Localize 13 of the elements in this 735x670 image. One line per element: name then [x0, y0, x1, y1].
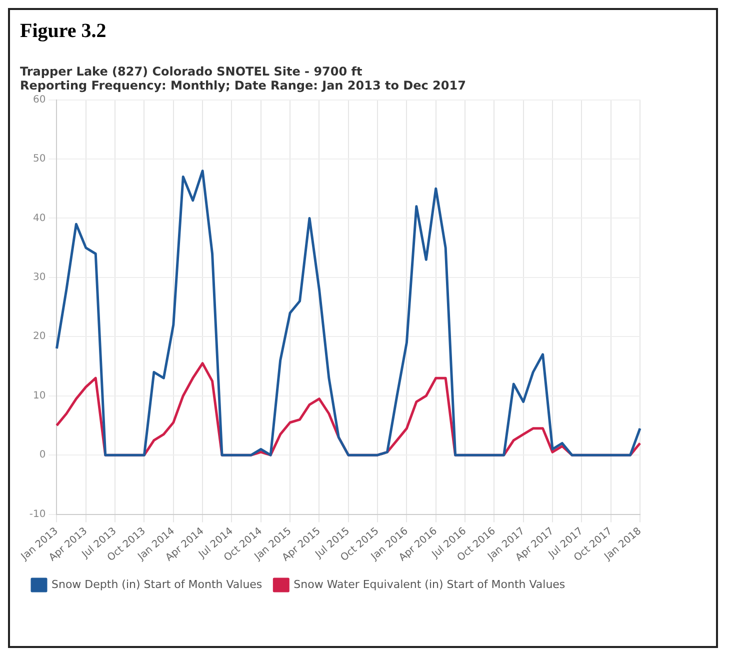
y-tick-label: 50 [33, 154, 46, 165]
legend-label: Snow Water Equivalent (in) Start of Month Values [294, 578, 566, 591]
chart-title: Trapper Lake (827) Colorado SNOTEL Site - 9700 ft [20, 64, 363, 78]
chart-subtitle: Reporting Frequency: Monthly; Date Range: Jan 2013 to Dec 2017 [20, 78, 466, 93]
caption: Figure 3.2 [20, 20, 108, 43]
legend-label: Snow Depth (in) Start of Month Values [52, 578, 262, 591]
y-tick-label: -10 [29, 508, 46, 520]
y-tick-label: 20 [33, 331, 46, 342]
y-tick-label: 40 [33, 212, 46, 224]
y-tick-label: 10 [33, 390, 46, 402]
y-tick-label: 0 [39, 450, 46, 461]
y-tick-label: 60 [33, 94, 46, 106]
y-tick-label: 30 [33, 272, 46, 284]
